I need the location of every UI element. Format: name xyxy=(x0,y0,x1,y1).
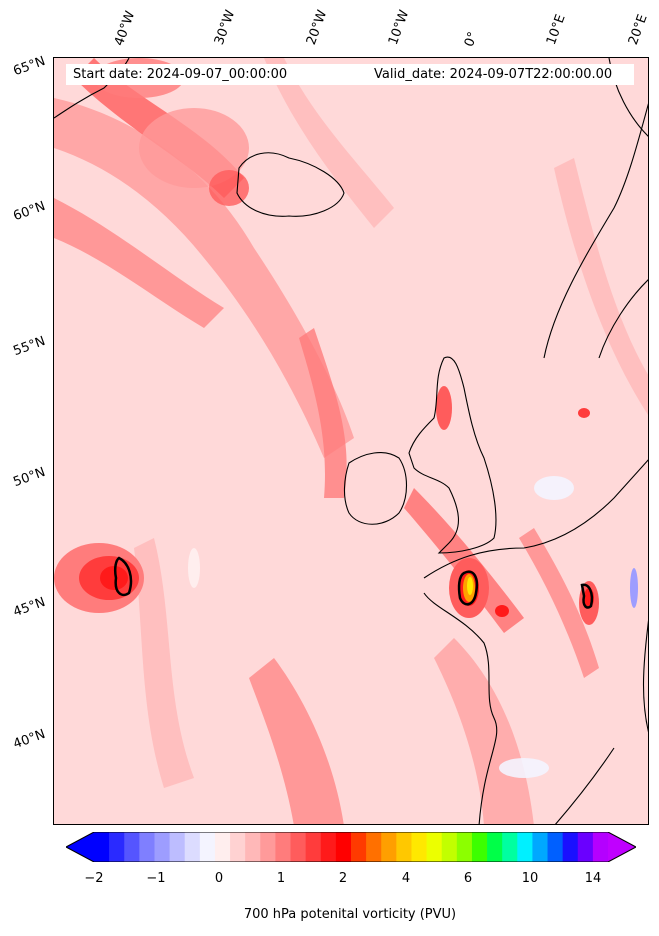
lat-label-45n: 45°N xyxy=(11,594,48,621)
colorbar-segment xyxy=(456,832,473,862)
colorbar-segment xyxy=(124,832,140,862)
colorbar-segment xyxy=(562,832,579,862)
colorbar-segment xyxy=(471,832,488,862)
colorbar-segment xyxy=(366,832,382,862)
lon-label-10w: 10°W xyxy=(385,8,413,47)
colorbar-segment xyxy=(169,832,186,862)
colorbar-segment xyxy=(230,832,246,862)
start-date-label: Start date: 2024-09-07_00:00:00 xyxy=(73,67,288,82)
colorbar-segment xyxy=(351,832,367,862)
colorbar-tick-4: 4 xyxy=(401,871,411,886)
colorbar-segment xyxy=(411,832,428,862)
colorbar-tick-neg2: −2 xyxy=(84,871,104,886)
colorbar-segment xyxy=(381,832,397,862)
colorbar-segment xyxy=(517,832,533,862)
colorbar-segment xyxy=(592,832,609,862)
lon-label-10e: 10°E xyxy=(543,12,569,48)
colorbar-tick-1: 1 xyxy=(276,871,286,886)
lat-label-65n: 65°N xyxy=(11,53,48,80)
colorbar-segment xyxy=(532,832,549,862)
lat-label-40n: 40°N xyxy=(11,726,48,753)
colorbar-segment xyxy=(547,832,564,862)
lon-label-20e: 20°E xyxy=(625,12,651,48)
colorbar-segment xyxy=(275,832,292,862)
lon-label-30w: 30°W xyxy=(211,8,239,47)
colorbar-segment xyxy=(320,832,337,862)
lon-label-0: 0° xyxy=(461,29,482,49)
colorbar-segment xyxy=(577,832,594,862)
colorbar-segment xyxy=(396,832,412,862)
colorbar-tick-0: 0 xyxy=(214,871,224,886)
pv-field xyxy=(54,58,648,824)
colorbar-segment xyxy=(199,832,216,862)
colorbar-segment xyxy=(335,832,352,862)
colorbar-tick-2: 2 xyxy=(338,871,348,886)
lat-label-60n: 60°N xyxy=(11,198,48,225)
colorbar-segment xyxy=(260,832,276,862)
colorbar-extend-min xyxy=(66,832,94,862)
colorbar-tick-10: 10 xyxy=(521,871,539,886)
colorbar-segment xyxy=(154,832,171,862)
colorbar-segment xyxy=(245,832,261,862)
colorbar-segment xyxy=(139,832,155,862)
colorbar-segment xyxy=(109,832,125,862)
colorbar-segment xyxy=(184,832,201,862)
colorbar-segment xyxy=(94,832,110,862)
colorbar-tick-14: 14 xyxy=(584,871,602,886)
colorbar-segment xyxy=(305,832,322,862)
lat-label-50n: 50°N xyxy=(11,464,48,491)
colorbar-extend-max xyxy=(608,832,636,862)
colorbar-segment xyxy=(290,832,307,862)
colorbar-segment xyxy=(441,832,458,862)
lat-label-55n: 55°N xyxy=(11,333,48,360)
colorbar-segment xyxy=(487,832,503,862)
valid-date-label: Valid_date: 2024-09-07T22:00:00.00 xyxy=(374,67,613,82)
colorbar-tick-6: 6 xyxy=(463,871,473,886)
lon-label-20w: 20°W xyxy=(303,8,331,47)
colorbar-tick-neg1: −1 xyxy=(146,871,166,886)
date-info-strip xyxy=(66,64,634,85)
lon-label-40w: 40°W xyxy=(111,9,139,48)
colorbar-title: 700 hPa potenital vorticity (PVU) xyxy=(243,907,457,922)
colorbar-segment xyxy=(502,832,518,862)
colorbar-segment xyxy=(426,832,443,862)
colorbar xyxy=(66,832,636,862)
pv-map xyxy=(53,57,649,825)
colorbar-segment xyxy=(214,832,231,862)
